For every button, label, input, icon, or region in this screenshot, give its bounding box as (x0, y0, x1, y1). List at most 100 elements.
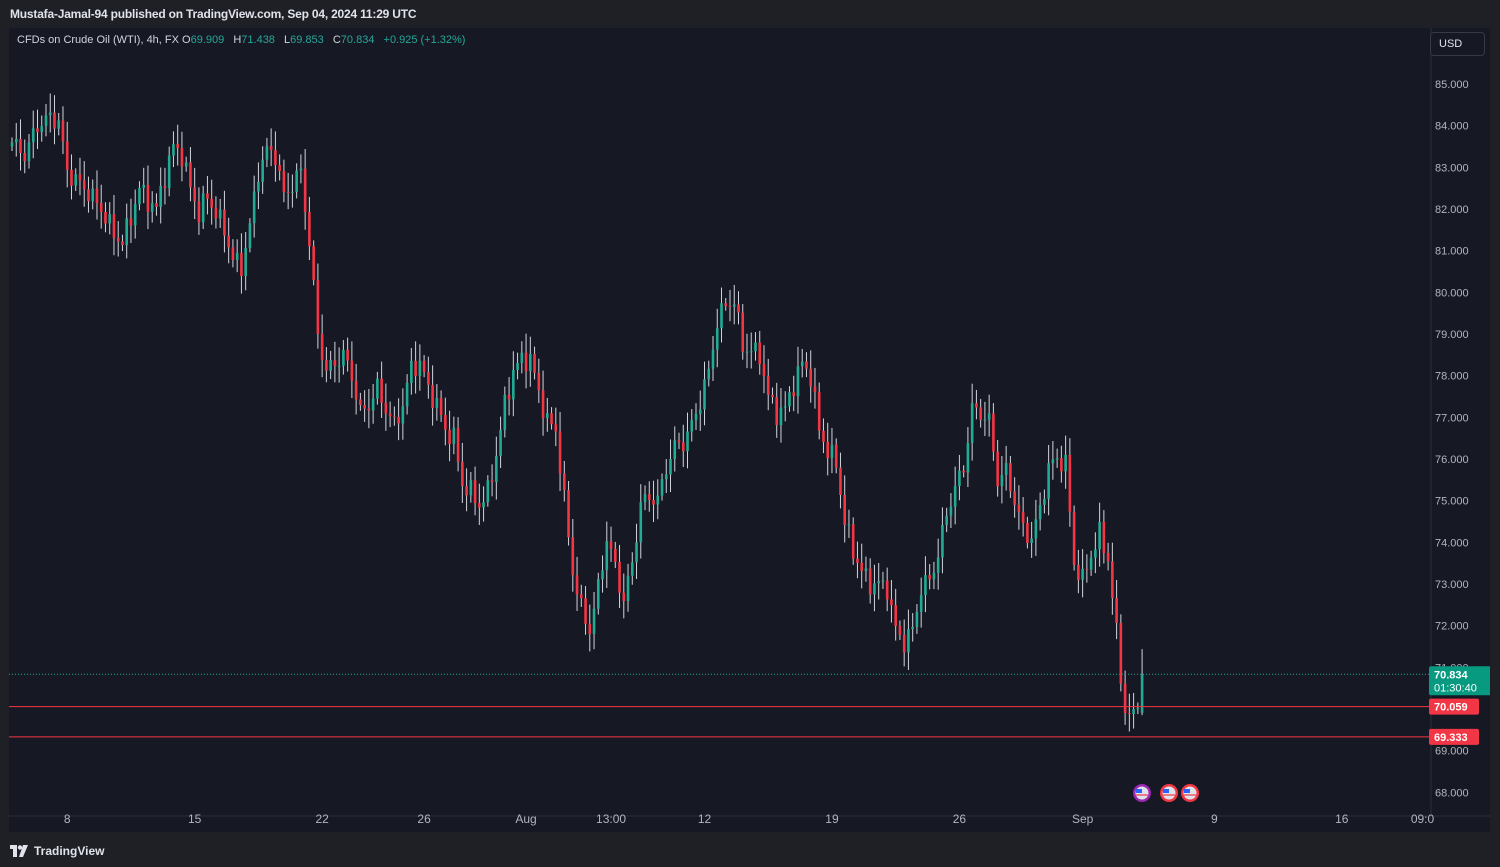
candle-body (652, 500, 655, 505)
candle-body (792, 392, 796, 397)
symbol-title[interactable]: CFDs on Crude Oil (WTI), 4h, FX (17, 34, 179, 46)
candle-body (1115, 597, 1118, 623)
candle-body (231, 247, 235, 260)
price-tick-label: 80.000 (1435, 287, 1469, 299)
candle-body (571, 537, 575, 576)
candle-body (74, 174, 78, 186)
candle-body (235, 252, 239, 260)
candle-body (894, 605, 897, 626)
candle-body (469, 480, 473, 496)
published-header: Mustafa-Jamal-94 published on TradingVie… (0, 0, 1500, 28)
candle-body (546, 413, 549, 419)
candle-body (1111, 561, 1114, 598)
candle-body (61, 120, 65, 142)
candle-body (36, 128, 39, 133)
candle-body (847, 524, 851, 526)
candle-body (27, 142, 31, 162)
candle-body (1081, 568, 1084, 580)
candle-body (210, 198, 213, 208)
candle-body (227, 235, 230, 248)
candle-body (830, 444, 834, 459)
candle-body (1098, 521, 1101, 550)
candle-body (516, 363, 519, 370)
candle-body (732, 304, 736, 307)
tradingview-logo-icon (10, 845, 28, 857)
candle-body (1140, 674, 1144, 713)
time-tick-label: Sep (1072, 812, 1094, 826)
candle-body (1123, 683, 1127, 714)
candle-body (996, 451, 999, 487)
candle-body (843, 495, 847, 525)
candle-body (809, 368, 813, 387)
candle-body (788, 392, 791, 407)
candle-body (656, 495, 660, 505)
candle-body (834, 444, 838, 468)
candle-body (91, 188, 95, 202)
candle-body (121, 241, 124, 246)
candle-body (660, 479, 664, 496)
price-tick-label: 74.000 (1435, 537, 1469, 549)
candle-body (707, 368, 711, 380)
candle-body (452, 427, 456, 445)
currency-button[interactable]: USD (1430, 32, 1485, 56)
candle-body (953, 486, 957, 507)
candle-body (439, 398, 443, 416)
candle-body (486, 480, 490, 503)
candle-body (278, 164, 281, 172)
tradingview-brand[interactable]: TradingView (10, 844, 104, 858)
candle-body (715, 328, 719, 350)
candle-body (928, 575, 931, 580)
candle-body (53, 112, 56, 129)
candle-body (265, 146, 269, 160)
candle-body (1043, 498, 1046, 505)
published-info: Mustafa-Jamal-94 published on TradingVie… (10, 7, 417, 21)
price-tick-label: 69.000 (1435, 746, 1469, 758)
candle-body (48, 112, 52, 116)
candle-body (881, 580, 885, 582)
time-tick-label: 15 (188, 812, 202, 826)
candle-body (1047, 463, 1050, 499)
candle-body (163, 185, 167, 189)
candle-body (414, 360, 417, 377)
candle-body (898, 625, 902, 636)
candle-body (40, 126, 44, 133)
candle-body (465, 486, 468, 496)
candle-body (563, 473, 566, 491)
candle-body (537, 372, 541, 391)
candle-body (444, 415, 447, 430)
candle-body (384, 402, 388, 414)
us-flag-canton (1136, 789, 1142, 793)
candle-body (1064, 454, 1067, 472)
candle-body (902, 635, 906, 653)
candle-body (817, 392, 821, 431)
candle-body (176, 144, 179, 149)
candle-body (274, 150, 277, 165)
candle-body (1017, 504, 1021, 513)
candle-body (125, 218, 129, 246)
level-label: 70.059 (1434, 702, 1468, 714)
candle-body (1034, 519, 1038, 539)
candle-body (418, 360, 422, 377)
candle-body (690, 420, 694, 432)
candle-body (579, 594, 583, 599)
candle-body (1009, 463, 1012, 492)
candle-body (146, 184, 150, 212)
candle-body (10, 142, 14, 147)
candle-body (65, 141, 69, 170)
candle-body (745, 351, 749, 353)
candlestick-chart[interactable]: 85.000 84.000 83.000 82.000 81.000 80.000 79.0… (9, 28, 1490, 832)
price-tick-label: 84.000 (1435, 121, 1469, 133)
candle-body (167, 155, 171, 189)
candle-body (975, 403, 978, 408)
time-tick-label: 8 (64, 812, 71, 826)
candle-body (244, 247, 247, 277)
level-label: 69.333 (1434, 732, 1468, 744)
price-tick-label: 77.000 (1435, 412, 1469, 424)
candle-body (533, 353, 536, 373)
candle-body (669, 459, 672, 475)
candle-body (724, 303, 728, 306)
close-label: C (332, 34, 341, 46)
candle-body (609, 541, 613, 549)
candle-body (877, 581, 880, 584)
chart-panel[interactable]: 85.000 84.000 83.000 82.000 81.000 80.000 79.0… (9, 28, 1490, 832)
